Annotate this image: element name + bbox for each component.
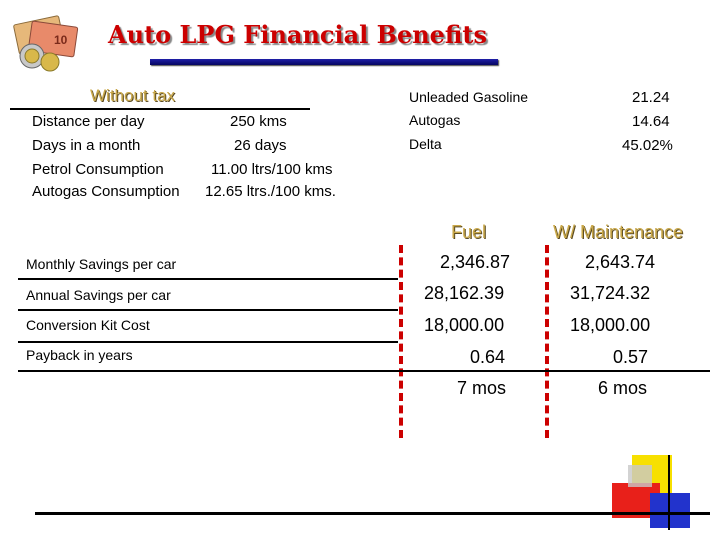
maintenance-value: 18,000.00	[570, 315, 651, 335]
fuel-value: 18,000.00	[424, 315, 505, 335]
fuel-value: 2,346.87	[440, 252, 511, 272]
subtitle-divider	[10, 108, 310, 110]
blue-square	[650, 493, 690, 528]
row-label: Conversion Kit Cost	[26, 317, 150, 333]
svg-text:10: 10	[54, 33, 68, 47]
footer-rule	[35, 512, 710, 515]
subtitle: Without tax	[90, 86, 176, 105]
page-title: Auto LPG Financial Benefits	[108, 20, 487, 49]
decorative-squares	[600, 455, 710, 530]
table-bottom-rule	[18, 370, 710, 372]
maintenance-value: 0.57	[613, 347, 649, 367]
assumption-label: Days in a month	[32, 137, 141, 154]
row-divider	[18, 278, 398, 280]
assumption-label: Petrol Consumption	[32, 161, 164, 178]
column-header-fuel: Fuel	[451, 222, 487, 242]
maintenance-value: 2,643.74	[585, 252, 656, 272]
row-label: Annual Savings per car	[26, 287, 171, 303]
assumption-label: Autogas Consumption	[32, 183, 180, 200]
money-icon: 10	[10, 14, 90, 74]
assumption-value: 12.65 ltrs./100 kms.	[205, 183, 336, 200]
assumption-value: 250 kms	[230, 113, 287, 130]
assumption-value: 11.00 ltrs/100 kms	[211, 161, 333, 178]
row-label: Payback in years	[26, 347, 133, 363]
price-label: Unleaded Gasoline	[409, 89, 529, 105]
assumption-label: Distance per day	[32, 113, 145, 130]
maintenance-months: 6 mos	[598, 378, 648, 398]
price-value: 45.02%	[622, 137, 673, 154]
price-label: Autogas	[409, 112, 461, 128]
fuel-value: 0.64	[470, 347, 506, 367]
price-label: Delta	[409, 136, 442, 152]
gray-square	[628, 465, 652, 487]
price-value: 14.64	[632, 113, 670, 130]
column-divider-right	[545, 245, 549, 438]
row-label: Monthly Savings per car	[26, 256, 177, 272]
column-header-maintenance: W/ Maintenance	[553, 222, 684, 242]
maintenance-value: 31,724.32	[570, 283, 651, 303]
title-underline-bar	[150, 59, 498, 65]
row-divider	[18, 341, 398, 343]
price-value: 21.24	[632, 89, 670, 106]
fuel-value: 28,162.39	[424, 283, 505, 303]
assumption-value: 26 days	[234, 137, 287, 154]
column-divider-left	[399, 245, 403, 438]
row-divider	[18, 309, 398, 311]
fuel-months: 7 mos	[457, 378, 507, 398]
vertical-rule	[668, 455, 670, 530]
